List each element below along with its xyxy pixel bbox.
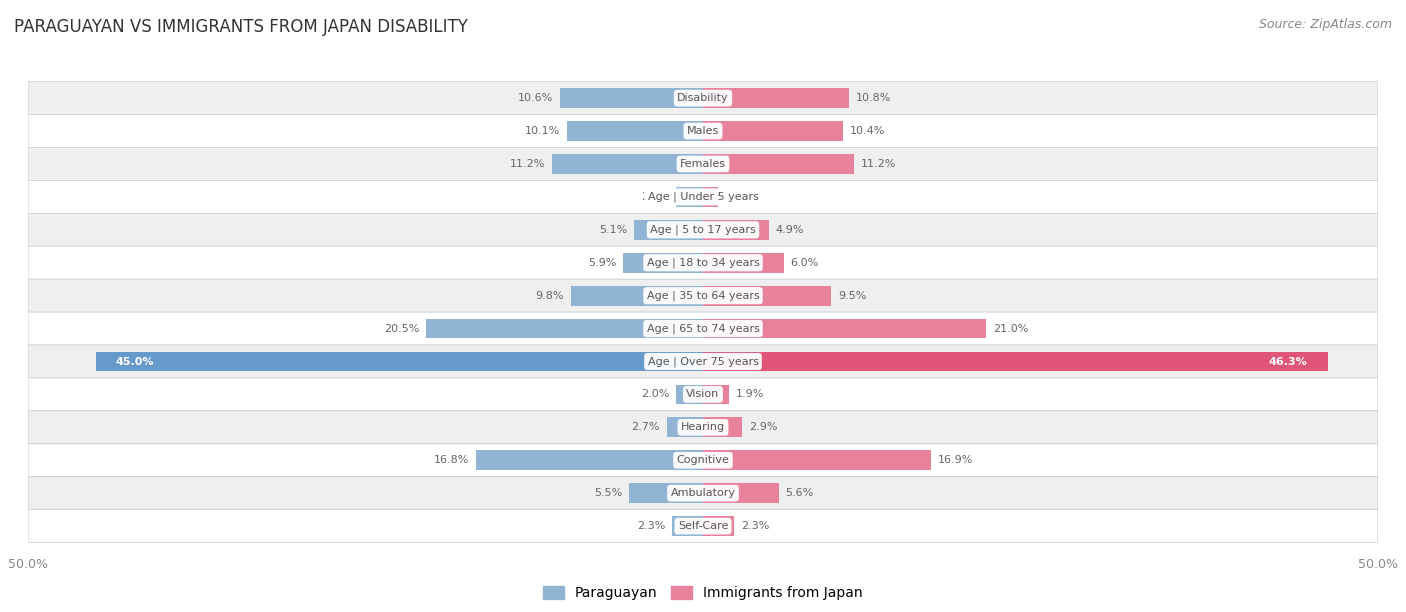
- Text: Age | 65 to 74 years: Age | 65 to 74 years: [647, 323, 759, 334]
- Text: Disability: Disability: [678, 93, 728, 103]
- Text: 11.2%: 11.2%: [510, 159, 546, 169]
- Text: 2.0%: 2.0%: [641, 192, 669, 202]
- Text: 6.0%: 6.0%: [790, 258, 818, 267]
- Bar: [703, 253, 785, 272]
- Text: Ambulatory: Ambulatory: [671, 488, 735, 498]
- Text: 2.3%: 2.3%: [741, 521, 769, 531]
- Text: 2.7%: 2.7%: [631, 422, 659, 432]
- Bar: [703, 319, 987, 338]
- Text: Source: ZipAtlas.com: Source: ZipAtlas.com: [1258, 18, 1392, 31]
- Text: 2.3%: 2.3%: [637, 521, 665, 531]
- Text: 5.1%: 5.1%: [599, 225, 627, 235]
- Text: 4.9%: 4.9%: [776, 225, 804, 235]
- Text: Age | Under 5 years: Age | Under 5 years: [648, 192, 758, 202]
- FancyBboxPatch shape: [28, 214, 1378, 246]
- Text: 16.8%: 16.8%: [434, 455, 470, 465]
- Bar: [634, 220, 703, 240]
- Text: Age | 18 to 34 years: Age | 18 to 34 years: [647, 258, 759, 268]
- Text: 10.1%: 10.1%: [524, 126, 560, 136]
- Text: 20.5%: 20.5%: [384, 324, 419, 334]
- Bar: [426, 319, 703, 338]
- FancyBboxPatch shape: [28, 246, 1378, 279]
- Text: 2.0%: 2.0%: [641, 389, 669, 400]
- Bar: [703, 417, 742, 437]
- FancyBboxPatch shape: [28, 444, 1378, 477]
- Bar: [703, 220, 769, 240]
- Bar: [703, 517, 734, 536]
- Text: Females: Females: [681, 159, 725, 169]
- Text: Cognitive: Cognitive: [676, 455, 730, 465]
- Text: 46.3%: 46.3%: [1270, 357, 1308, 367]
- Text: 5.9%: 5.9%: [588, 258, 617, 267]
- Text: 1.9%: 1.9%: [735, 389, 763, 400]
- Text: 5.6%: 5.6%: [786, 488, 814, 498]
- Bar: [703, 384, 728, 405]
- Text: 16.9%: 16.9%: [938, 455, 973, 465]
- Bar: [567, 121, 703, 141]
- Text: 9.5%: 9.5%: [838, 291, 866, 300]
- FancyBboxPatch shape: [28, 279, 1378, 312]
- Text: 10.6%: 10.6%: [517, 93, 553, 103]
- Text: Age | Over 75 years: Age | Over 75 years: [648, 356, 758, 367]
- Bar: [628, 483, 703, 503]
- Bar: [703, 187, 718, 207]
- FancyBboxPatch shape: [28, 114, 1378, 147]
- Text: Self-Care: Self-Care: [678, 521, 728, 531]
- FancyBboxPatch shape: [28, 477, 1378, 510]
- FancyBboxPatch shape: [28, 378, 1378, 411]
- FancyBboxPatch shape: [28, 181, 1378, 214]
- Text: 5.5%: 5.5%: [593, 488, 621, 498]
- Bar: [703, 483, 779, 503]
- Text: Hearing: Hearing: [681, 422, 725, 432]
- Text: 10.4%: 10.4%: [851, 126, 886, 136]
- Bar: [703, 450, 931, 470]
- Bar: [477, 450, 703, 470]
- Text: 1.1%: 1.1%: [724, 192, 752, 202]
- Bar: [703, 121, 844, 141]
- Legend: Paraguayan, Immigrants from Japan: Paraguayan, Immigrants from Japan: [537, 581, 869, 606]
- FancyBboxPatch shape: [28, 510, 1378, 543]
- Bar: [703, 154, 855, 174]
- FancyBboxPatch shape: [28, 81, 1378, 114]
- Text: Vision: Vision: [686, 389, 720, 400]
- Text: 45.0%: 45.0%: [115, 357, 155, 367]
- FancyBboxPatch shape: [28, 345, 1378, 378]
- Text: Age | 35 to 64 years: Age | 35 to 64 years: [647, 291, 759, 301]
- Bar: [676, 187, 703, 207]
- Text: Age | 5 to 17 years: Age | 5 to 17 years: [650, 225, 756, 235]
- Text: PARAGUAYAN VS IMMIGRANTS FROM JAPAN DISABILITY: PARAGUAYAN VS IMMIGRANTS FROM JAPAN DISA…: [14, 18, 468, 36]
- Bar: [96, 352, 703, 371]
- Bar: [672, 517, 703, 536]
- Bar: [560, 88, 703, 108]
- Text: 9.8%: 9.8%: [536, 291, 564, 300]
- Bar: [703, 88, 849, 108]
- Bar: [703, 286, 831, 305]
- FancyBboxPatch shape: [28, 147, 1378, 181]
- Bar: [623, 253, 703, 272]
- Bar: [666, 417, 703, 437]
- FancyBboxPatch shape: [28, 411, 1378, 444]
- Bar: [571, 286, 703, 305]
- Bar: [551, 154, 703, 174]
- Text: 21.0%: 21.0%: [993, 324, 1029, 334]
- Text: Males: Males: [688, 126, 718, 136]
- Bar: [703, 352, 1327, 371]
- Text: 11.2%: 11.2%: [860, 159, 896, 169]
- Text: 2.9%: 2.9%: [749, 422, 778, 432]
- Bar: [676, 384, 703, 405]
- FancyBboxPatch shape: [28, 312, 1378, 345]
- Text: 10.8%: 10.8%: [855, 93, 891, 103]
